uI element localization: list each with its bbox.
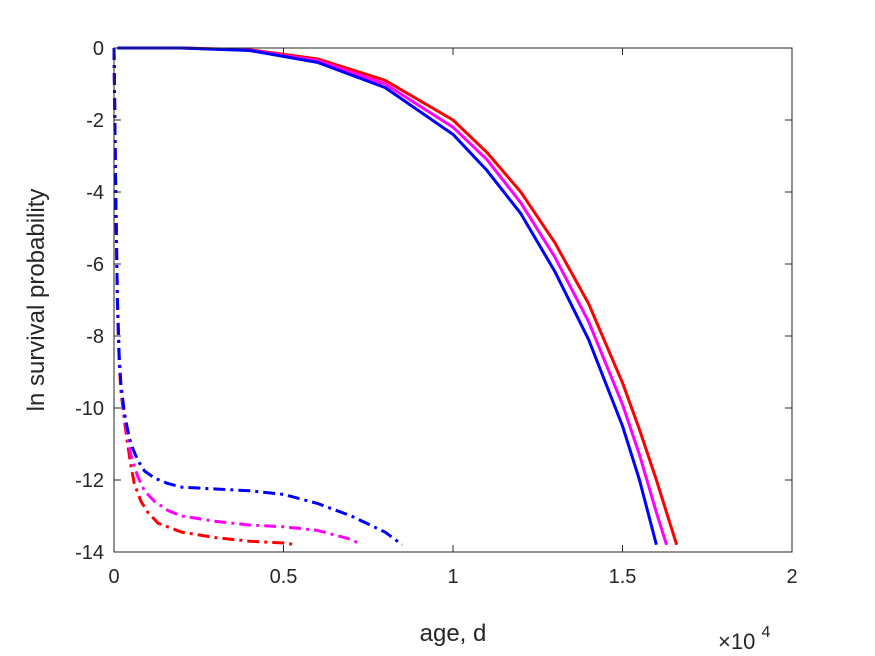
x-multiplier-base: ×10 xyxy=(718,629,755,654)
x-tick-label: 0 xyxy=(108,566,119,588)
series-line-6-dashdot xyxy=(112,47,403,547)
x-tick-label: 2 xyxy=(786,566,797,588)
y-tick-label: -10 xyxy=(75,398,104,420)
x-multiplier: ×10 4 xyxy=(718,624,770,654)
y-ticks: 0 -2 -4 -6 -8 -10 -12 -14 xyxy=(75,38,792,564)
y-tick-label: -4 xyxy=(86,182,104,204)
y-tick-label: 0 xyxy=(93,38,104,60)
y-tick-label: -12 xyxy=(75,470,104,492)
y-axis-label: ln survival probability xyxy=(23,189,50,412)
y-tick-label: -14 xyxy=(75,542,104,564)
x-tick-label: 0.5 xyxy=(270,566,298,588)
series-layer xyxy=(112,46,679,547)
y-tick-label: -8 xyxy=(86,326,104,348)
x-multiplier-exponent: 4 xyxy=(761,624,770,641)
y-tick-label: -6 xyxy=(86,254,104,276)
x-ticks: 0 0.5 1 1.5 2 xyxy=(108,48,798,588)
series-line-3-solid xyxy=(117,46,658,546)
plot-area xyxy=(114,48,792,552)
x-axis-label: age, d xyxy=(420,620,487,647)
y-tick-label: -2 xyxy=(86,110,104,132)
x-tick-label: 1.5 xyxy=(609,566,637,588)
x-tick-label: 1 xyxy=(447,566,458,588)
